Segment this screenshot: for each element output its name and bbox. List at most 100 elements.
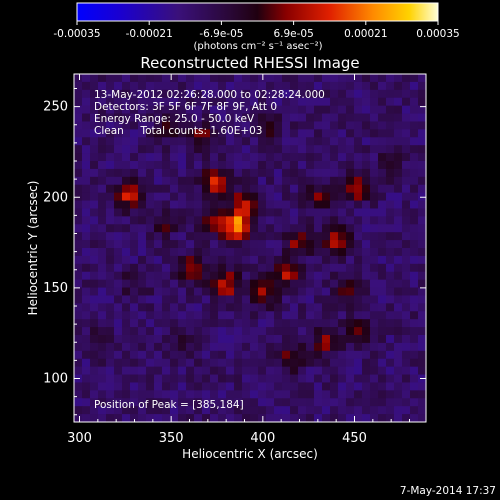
heatmap-cell <box>322 137 331 146</box>
heatmap-cell <box>82 287 91 296</box>
heatmap-cell <box>338 382 347 391</box>
heatmap-cell <box>418 311 427 320</box>
heatmap-cell <box>170 398 179 407</box>
heatmap-cell <box>330 97 339 107</box>
heatmap-cell <box>298 406 307 415</box>
heatmap-cell <box>218 240 227 249</box>
heatmap-cell <box>170 374 179 383</box>
heatmap-cell <box>170 390 179 399</box>
heatmap-cell <box>354 279 363 288</box>
heatmap-cell <box>266 390 275 399</box>
heatmap-cell <box>186 232 195 241</box>
heatmap-cell <box>98 342 107 352</box>
heatmap-cell <box>314 342 323 352</box>
heatmap-cell <box>242 303 251 312</box>
heatmap-cell <box>122 390 131 399</box>
heatmap-cell <box>194 263 203 273</box>
heatmap-cell <box>122 224 131 233</box>
heatmap-cell <box>370 89 379 99</box>
heatmap-cell <box>386 113 395 122</box>
heatmap-cell <box>138 105 147 114</box>
heatmap-cell <box>298 366 307 375</box>
heatmap-cell <box>314 176 323 186</box>
heatmap-cell <box>250 208 259 217</box>
heatmap-cell <box>362 113 371 122</box>
heatmap-cell <box>162 287 171 296</box>
heatmap-cell <box>74 168 83 178</box>
heatmap-cell <box>250 240 259 249</box>
heatmap-cell <box>346 216 355 225</box>
heatmap-cell <box>378 279 387 288</box>
heatmap-cell <box>170 161 179 170</box>
heatmap-cell <box>186 192 195 201</box>
heatmap-cell <box>314 192 323 201</box>
heatmap-cell <box>234 113 243 122</box>
heatmap-cell <box>138 358 147 368</box>
heatmap-cell <box>274 287 283 296</box>
heatmap-cell <box>82 279 91 288</box>
heatmap-cell <box>114 382 123 391</box>
heatmap-cell <box>226 129 235 138</box>
heatmap-cell <box>106 145 115 154</box>
heatmap-cell <box>146 271 155 281</box>
heatmap-cell <box>298 303 307 312</box>
heatmap-cell <box>378 366 387 375</box>
colorbar-ticks: -0.00035 -0.00021 -6.9e-05 6.9e-05 0.00021 0.… <box>53 21 460 40</box>
heatmap-cell <box>410 255 419 265</box>
heatmap-cell <box>290 414 299 423</box>
heatmap-cell <box>138 295 147 304</box>
heatmap-cell <box>354 358 363 368</box>
heatmap-cell <box>98 216 107 225</box>
heatmap-cell <box>170 366 179 375</box>
heatmap-cell <box>418 200 427 209</box>
heatmap-cell <box>378 184 387 194</box>
heatmap-cell <box>82 350 91 360</box>
heatmap-cell <box>162 129 171 138</box>
heatmap-cell <box>266 335 275 344</box>
heatmap-cell <box>354 224 363 233</box>
heatmap-cell <box>74 311 83 320</box>
heatmap-cell <box>314 121 323 130</box>
heatmap-cell <box>290 176 299 186</box>
heatmap-cell <box>282 129 291 138</box>
heatmap-cell <box>386 161 395 170</box>
heatmap-cell <box>130 342 139 352</box>
heatmap-cell <box>202 255 211 265</box>
heatmap-cell <box>346 89 355 99</box>
heatmap-cell <box>290 382 299 391</box>
heatmap-cell <box>234 295 243 304</box>
heatmap-cell <box>146 224 155 233</box>
heatmap-cell <box>130 358 139 368</box>
heatmap-cell <box>234 224 243 233</box>
heatmap-cell <box>74 248 83 257</box>
heatmap-cell <box>210 398 219 407</box>
heatmap-cell <box>394 382 403 391</box>
heatmap-cell <box>186 311 195 320</box>
heatmap-cell <box>322 255 331 265</box>
heatmap-cell <box>218 113 227 122</box>
heatmap-cell <box>242 208 251 217</box>
heatmap-cell <box>354 208 363 217</box>
heatmap-cell <box>98 327 107 336</box>
heatmap-cell <box>418 74 427 83</box>
heatmap-cell <box>226 240 235 249</box>
heatmap-cell <box>90 287 99 296</box>
heatmap-cell <box>378 406 387 415</box>
heatmap-cell <box>202 168 211 178</box>
heatmap-cell <box>186 303 195 312</box>
heatmap-cell <box>378 303 387 312</box>
heatmap-cell <box>274 81 283 91</box>
heatmap-cell <box>394 414 403 423</box>
heatmap-cell <box>202 192 211 201</box>
heatmap-cell <box>370 350 379 360</box>
heatmap-cell <box>242 192 251 201</box>
heatmap-cell <box>162 161 171 170</box>
heatmap-cell <box>306 216 315 225</box>
heatmap-cell <box>138 208 147 217</box>
heatmap-cell <box>218 192 227 201</box>
heatmap-cell <box>130 89 139 99</box>
heatmap-cell <box>362 248 371 257</box>
heatmap-cell <box>146 137 155 146</box>
heatmap-cell <box>274 342 283 352</box>
heatmap-cell <box>162 303 171 312</box>
